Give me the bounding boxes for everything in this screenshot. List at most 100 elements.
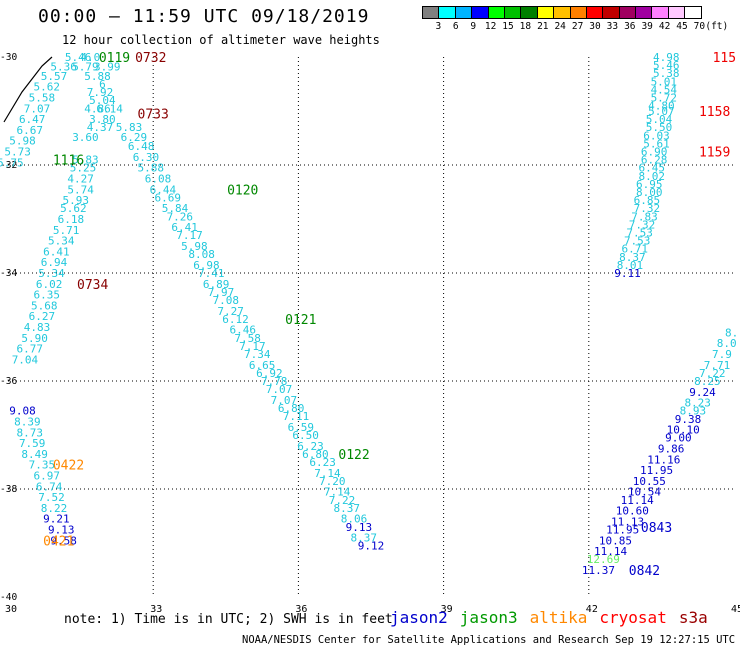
wave-height-label: 8.02 — [638, 170, 665, 183]
wave-height-label: 5.38 — [653, 67, 680, 80]
wave-height-label: 8.22 — [41, 502, 68, 515]
wave-height-label: 7.22 — [699, 367, 726, 380]
wave-height-label: 6.28 — [641, 154, 668, 167]
wave-height-label: 5.72 — [651, 92, 678, 105]
wave-height-label: 7.92 — [87, 86, 114, 99]
pass-time-label: 0120 — [227, 183, 258, 198]
pass-time-label: 0732 — [135, 51, 166, 66]
legend-label: 42 — [658, 21, 671, 32]
wave-height-label: 5.79 — [72, 61, 99, 74]
wave-height-label: 5.61 — [643, 137, 670, 150]
y-tick-label: -38 — [0, 484, 17, 495]
wave-height-label: 3.80 — [89, 113, 116, 126]
wave-height-label: 7.07 — [266, 383, 293, 396]
wave-height-label: 6.41 — [43, 245, 70, 258]
legend-label: 36 — [624, 21, 636, 32]
pass-time-label: 0843 — [641, 521, 672, 536]
wave-height-label: 9.21 — [43, 513, 70, 526]
wave-height-label: 6.98 — [193, 259, 220, 272]
wave-height-label: 4.83 — [24, 321, 51, 334]
wave-height-label: 10.55 — [633, 475, 666, 488]
wave-height-label: 9.86 — [658, 443, 685, 456]
wave-height-label: 4.54 — [651, 83, 678, 96]
wave-height-label: 7.08 — [213, 294, 240, 307]
pass-time-label: 1158 — [699, 105, 730, 120]
chart-title: 00:00 – 11:59 UTC 09/18/2019 — [38, 6, 370, 27]
wave-height-label: 9.13 — [48, 524, 75, 537]
wave-height-label: 6.92 — [256, 367, 283, 380]
wave-height-label: 5.74 — [67, 183, 94, 196]
wave-height-label: 4.80 — [648, 100, 675, 113]
pass-time-label: 0734 — [77, 278, 108, 293]
wave-height-label: 5.58 — [29, 92, 56, 105]
wave-height-label: 6.03 — [643, 129, 670, 142]
wave-height-label: 7.97 — [208, 286, 235, 299]
wave-height-label: 6.47 — [19, 113, 46, 126]
satellite-s3a: s3a — [678, 608, 708, 627]
wave-height-label: 6.08 — [145, 173, 172, 186]
wave-height-label: 12.69 — [587, 553, 620, 566]
wave-height-label: 8.0 — [717, 337, 737, 350]
wave-height-label: 11.14 — [621, 494, 654, 507]
wave-height-label: 11.37 — [582, 564, 615, 577]
wave-height-label: 6.12 — [222, 313, 249, 326]
legend-label: 24 — [554, 21, 566, 32]
wave-height-label: 5.90 — [21, 332, 48, 345]
wave-height-label: 7.27 — [217, 305, 244, 318]
wave-height-label: 5.46 — [65, 51, 92, 64]
wave-height-label: 8.01 — [617, 259, 644, 272]
legend-label: 15 — [502, 21, 514, 32]
wave-height-label: 5.57 — [41, 70, 68, 83]
satellite-legend: jason2 jason3 altika cryosat s3a — [390, 608, 720, 627]
legend-label: 45 — [676, 21, 688, 32]
wave-height-label: 7.07 — [24, 102, 51, 115]
x-tick-label: 39 — [441, 604, 453, 615]
wave-height-label: 8. — [725, 326, 738, 339]
wave-height-label: 5.01 — [651, 75, 678, 88]
wave-height-label: 7.59 — [19, 437, 46, 450]
wave-height-label: 5.71 — [53, 224, 80, 237]
wave-height-label: 9.08 — [9, 405, 36, 418]
wave-height-label: 7.14 — [314, 467, 341, 480]
wave-height-label: 9.13 — [346, 521, 373, 534]
wave-height-label: 10.60 — [616, 505, 649, 518]
wave-height-label: 11.16 — [647, 453, 680, 466]
wave-height-label: 10.10 — [667, 424, 700, 437]
wave-height-label: 7.83 — [631, 210, 658, 223]
wave-height-label: 6.80 — [302, 448, 329, 461]
legend-label: 70 — [693, 21, 706, 32]
wave-height-label: 7.53 — [626, 227, 653, 240]
wave-height-label: 6.30 — [133, 151, 160, 164]
pass-time-label: 1116 — [53, 154, 84, 169]
y-tick-label: -34 — [0, 268, 17, 279]
wave-height-label: 11.95 — [640, 464, 673, 477]
satellite-altika: altika — [529, 608, 588, 627]
wave-height-label: 7.26 — [167, 210, 194, 223]
wave-height-label: 4.0 — [80, 51, 100, 64]
wave-height-label: 3.60 — [72, 131, 99, 144]
pass-time-label: 115 — [713, 51, 736, 66]
wave-height-label: 7.58 — [234, 332, 261, 345]
pass-time-label: 0842 — [629, 564, 660, 579]
wave-height-label: 9.58 — [50, 534, 77, 547]
legend-label: 6 — [452, 21, 459, 32]
wave-height-label: 8.00 — [636, 186, 663, 199]
wave-height-label: 8.73 — [17, 426, 44, 439]
wave-height-label: 7.71 — [704, 359, 731, 372]
legend-label: (ft) — [705, 21, 729, 32]
legend-swatch — [684, 6, 702, 19]
wave-height-label: 7.52 — [38, 491, 65, 504]
wave-height-label: 5.04 — [646, 113, 673, 126]
wave-height-label: 5.75 — [0, 156, 24, 169]
legend-label: 27 — [571, 21, 584, 32]
x-tick-label: 36 — [295, 604, 307, 615]
satellite-jason2: jason2 — [390, 608, 448, 627]
wave-height-label: 6.14 — [96, 102, 123, 115]
wave-height-label: 5.34 — [38, 267, 65, 280]
wave-height-label: 11.13 — [611, 515, 644, 528]
wave-height-label: 7.53 — [624, 235, 651, 248]
legend-label: 21 — [537, 21, 549, 32]
wave-height-label: 6 — [99, 78, 106, 91]
wave-height-label: 5.98 — [181, 240, 208, 253]
y-tick-label: -40 — [0, 592, 17, 603]
